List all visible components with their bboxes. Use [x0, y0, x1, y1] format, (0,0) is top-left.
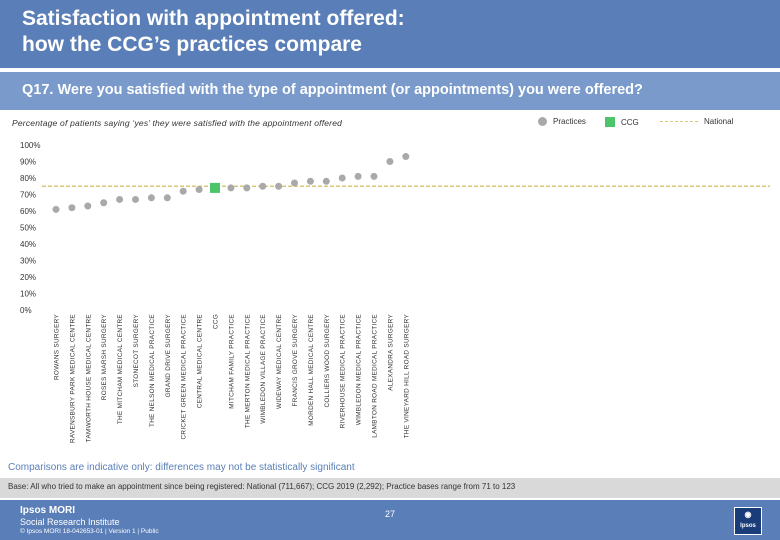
question-bar: Q17. Were you satisfied with the type of… [0, 72, 780, 110]
category-label: FRANCIS GROVE SURGERY [292, 314, 299, 407]
ccg-marker-icon [605, 117, 615, 127]
category-label: CRICKET GREEN MEDICAL PRACTICE [181, 314, 188, 439]
comparison-note: Comparisons are indicative only: differe… [8, 462, 355, 473]
practice-marker [132, 195, 139, 203]
brand-subtitle: Social Research Institute [20, 517, 120, 527]
practice-marker-icon [538, 117, 547, 126]
legend-practices: Practices [538, 117, 586, 126]
base-text: Base: All who tried to make an appointme… [8, 482, 516, 491]
page-title: Satisfaction with appointment offered: h… [22, 7, 405, 56]
footer: Ipsos MORI Social Research Institute © I… [0, 500, 780, 540]
practice-marker [52, 205, 60, 213]
practice-marker [275, 182, 283, 190]
question-text: Q17. Were you satisfied with the type of… [22, 82, 643, 98]
category-label: MORDEN HALL MEDICAL CENTRE [308, 314, 315, 426]
category-label: WIDEWAY MEDICAL CENTRE [276, 314, 283, 409]
y-tick-label: 40% [20, 240, 36, 249]
y-tick-label: 60% [20, 207, 36, 216]
y-tick-label: 30% [20, 257, 36, 266]
logo-text: Ipsos [740, 523, 756, 529]
category-label: ROSES MARSH SURGERY [101, 314, 108, 401]
practice-marker [227, 184, 235, 192]
y-tick-label: 90% [20, 158, 36, 167]
title-bar: Satisfaction with appointment offered: h… [0, 0, 780, 68]
category-label: MITCHAM FAMILY PRACTICE [228, 314, 235, 409]
y-tick-label: 70% [20, 191, 36, 200]
y-tick-label: 10% [20, 290, 36, 299]
chart-legend: Practices CCG National [520, 117, 770, 131]
practice-marker [386, 158, 394, 165]
practice-marker [291, 179, 298, 187]
page-number: 27 [384, 509, 395, 519]
category-label: CENTRAL MEDICAL CENTRE [197, 314, 204, 408]
practice-marker [116, 195, 124, 203]
y-tick-label: 0% [20, 306, 32, 315]
base-bar: Base: All who tried to make an appointme… [0, 478, 780, 498]
practice-marker [179, 187, 187, 195]
practice-marker [100, 199, 108, 207]
category-label: THE VINEYARD HILL ROAD SURGERY [403, 314, 410, 439]
practice-marker [84, 202, 92, 210]
legend-ccg-label: CCG [621, 117, 639, 127]
logo-mark: ◉ [744, 510, 752, 519]
category-label: CCG [213, 314, 220, 329]
practice-marker [163, 194, 171, 202]
practice-marker [147, 194, 155, 202]
category-label: WIMBLEDON MEDICAL PRACTICE [356, 314, 363, 425]
category-label: WIMBLEDON VILLAGE PRACTICE [260, 314, 267, 424]
y-tick-label: 50% [20, 224, 36, 233]
category-label: LAMBTON ROAD MEDICAL PRACTICE [372, 314, 379, 438]
y-tick-label: 80% [20, 174, 36, 183]
legend-national-label: National [704, 117, 734, 126]
ipsos-logo-icon: ◉ Ipsos [734, 507, 762, 535]
practice-marker [259, 182, 267, 190]
legend-national: National [660, 117, 733, 126]
category-label: GRAND DRIVE SURGERY [165, 314, 172, 398]
category-label: RAVENSBURY PARK MEDICAL CENTRE [69, 314, 76, 443]
category-label: ALEXANDRA SURGERY [387, 314, 394, 391]
practice-marker [243, 184, 251, 192]
practice-marker [322, 177, 330, 185]
scatter-chart: 0% 10% 20% 30% 40% 50% 60% 70% 80% 90% 100% ROWANS … [20, 141, 770, 443]
category-label: ROWANS SURGERY [54, 314, 61, 380]
copyright-text: © Ipsos MORI 18-042653-01 | Version 1 | … [20, 528, 159, 535]
category-label: COLLIERS WOOD SURGERY [324, 314, 331, 408]
category-label: THE NELSON MEDICAL PRACTICE [149, 314, 156, 427]
category-label: RIVERHOUSE MEDICAL PRACTICE [340, 314, 347, 428]
category-label: THE MITCHAM MEDICAL CENTRE [117, 314, 124, 424]
practice-marker [338, 174, 346, 182]
category-label: TAMWORTH HOUSE MEDICAL CENTRE [85, 314, 92, 442]
practice-marker [306, 177, 314, 185]
category-label: STONECOT SURGERY [133, 314, 140, 388]
category-label: THE MERTON MEDICAL PRACTICE [244, 314, 251, 428]
y-tick-label: 100% [20, 141, 40, 150]
practice-marker [354, 172, 362, 180]
y-tick-label: 20% [20, 273, 36, 282]
practice-marker [68, 204, 76, 212]
legend-ccg: CCG [605, 117, 639, 127]
chart-subtitle: Percentage of patients saying ‘yes’ they… [12, 118, 343, 128]
practice-marker [370, 172, 378, 180]
practice-marker [195, 186, 203, 194]
brand-name: Ipsos MORI [20, 505, 76, 516]
practice-marker [402, 153, 410, 161]
national-line-icon [660, 121, 698, 122]
legend-practices-label: Practices [553, 117, 586, 126]
ccg-marker [210, 182, 220, 193]
